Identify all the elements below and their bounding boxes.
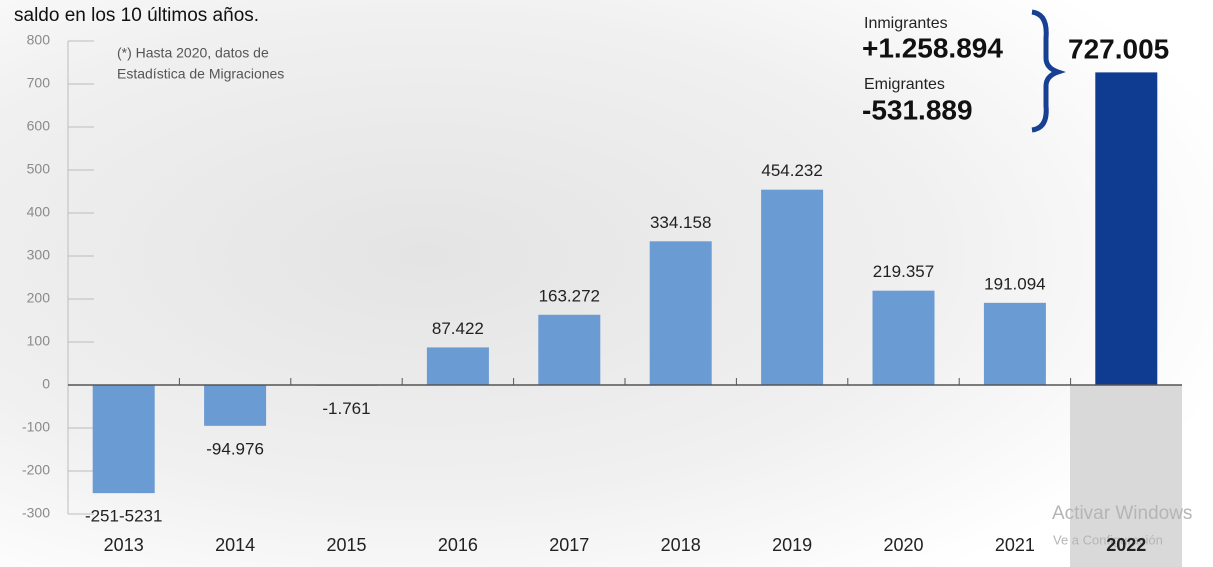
value-label: 454.232 [761,161,822,180]
watermark: Activar Windows [1052,503,1192,524]
plot: -300 -200 -100 0 100 200 300 400 500 600 700 800 201… [22,32,1182,555]
x-tick-label: 2018 [661,535,701,555]
value-label: -94.976 [206,439,264,458]
x-tick-label: 2017 [549,535,589,555]
y-tick-label: -200 [22,462,50,478]
watermark: Ve a Configuración [1053,532,1163,547]
net-total: 727.005 [1068,33,1169,64]
chart-title: saldo en los 10 últimos años. [14,5,259,26]
emigrants-value: -531.889 [862,94,973,125]
y-tick-label: 800 [27,32,51,48]
note-line: (*) Hasta 2020, datos de [117,45,269,61]
bar [92,385,155,494]
value-label: 219.357 [873,262,934,281]
bar [761,189,824,385]
value-label: 334.158 [650,213,711,232]
bar [983,302,1046,385]
y-tick-label: -300 [22,505,50,521]
bar [872,290,935,385]
y-tick-label: 500 [27,161,51,177]
x-tick-label: 2022 [1106,535,1146,555]
emigrants-label: Emigrantes [864,76,945,93]
value-label: 191.094 [984,274,1045,293]
y-tick-label: 200 [27,290,51,306]
y-tick-label: 400 [27,204,51,220]
value-label: 87.422 [432,319,484,338]
note-line: Estadística de Migraciones [117,66,284,82]
bar [538,314,601,385]
value-label: 163.272 [539,286,600,305]
value-label: -251-5231 [85,507,163,526]
bar [649,241,712,385]
x-tick-label: 2021 [995,535,1035,555]
x-tick-label: 2019 [772,535,812,555]
bar [1095,72,1158,385]
bar [204,385,267,426]
x-tick-label: 2013 [104,535,144,555]
x-tick-label: 2014 [215,535,255,555]
x-tick-label: 2016 [438,535,478,555]
bar [426,347,489,385]
y-tick-label: 600 [27,118,51,134]
value-label: -1.761 [322,399,370,418]
x-tick-label: 2015 [326,535,366,555]
highlight-column [1070,385,1182,567]
y-tick-label: 100 [27,333,51,349]
immigrants-value: +1.258.894 [862,32,1003,63]
brace [1031,9,1066,133]
y-tick-label: 300 [27,247,51,263]
y-tick-label: -100 [22,419,50,435]
y-tick-label: 700 [27,75,51,91]
immigrants-label: Inmigrantes [864,15,948,32]
y-tick-label: 0 [42,376,50,392]
x-tick-label: 2020 [883,535,923,555]
